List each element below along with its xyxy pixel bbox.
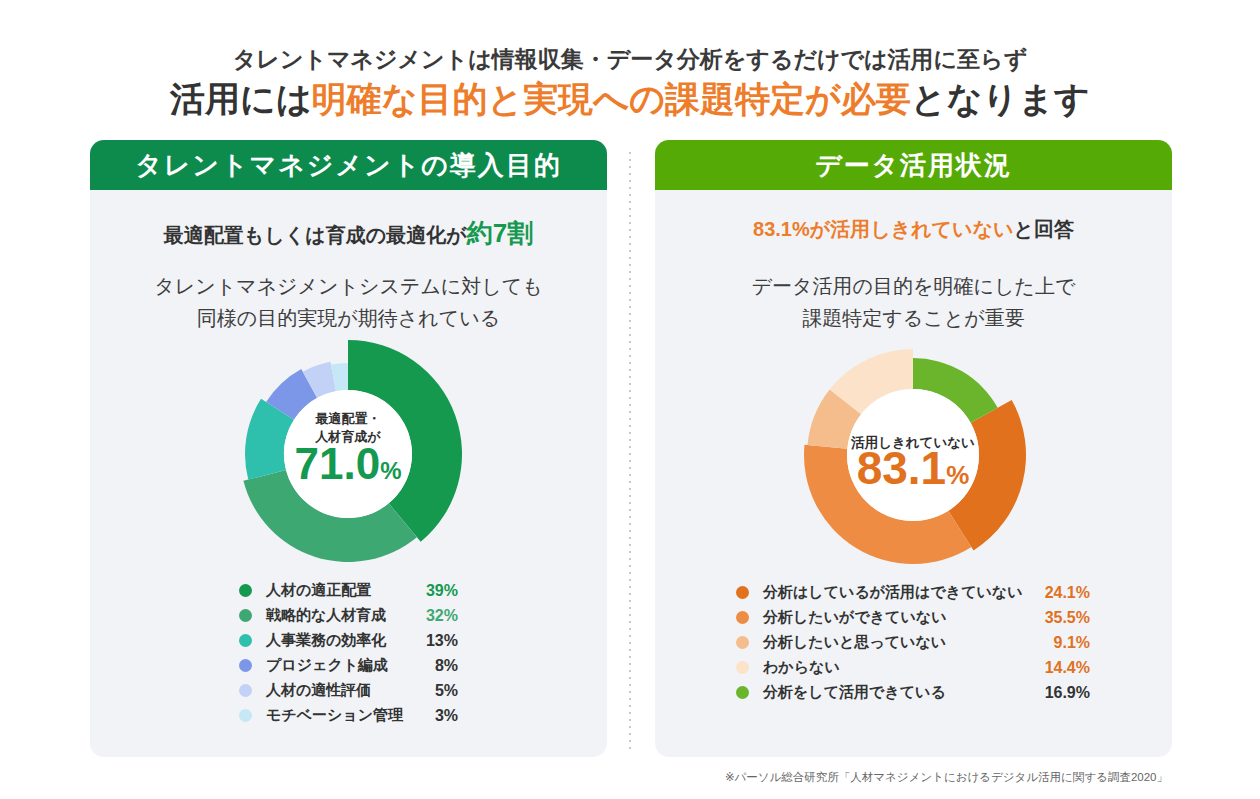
donut-hole bbox=[284, 390, 412, 518]
panel-introduction-purpose: タレントマネジメントの導入目的 最適配置もしくは育成の最適化が約7割 タレントマ… bbox=[90, 140, 607, 757]
legend-label: 人材の適正配置 bbox=[266, 581, 371, 600]
legend-item: 分析はしているが活用はできていない 24.1% bbox=[736, 580, 1090, 605]
legend-dot bbox=[239, 609, 252, 622]
right-panel-description: データ活用の目的を明確にした上で 課題特定することが重要 bbox=[655, 270, 1172, 334]
title-line2-post: となります bbox=[911, 79, 1090, 118]
title-line2-pre: 活用には bbox=[170, 79, 312, 118]
right-headline-highlight: 83.1%が活用しきれていない bbox=[753, 218, 1013, 240]
legend-dot bbox=[736, 686, 749, 699]
page-title-line2: 活用には明確な目的と実現への課題特定が必要となります bbox=[0, 76, 1260, 123]
donut-chart-utilization bbox=[788, 330, 1038, 580]
title-line2-highlight: 明確な目的と実現への課題特定が必要 bbox=[312, 79, 911, 118]
legend-value: 9.1% bbox=[1054, 634, 1090, 652]
legend-label: プロジェクト編成 bbox=[266, 656, 388, 675]
legend-item: 戦略的な人材育成 32% bbox=[239, 603, 458, 628]
legend-dot bbox=[239, 684, 252, 697]
right-panel-headline: 83.1%が活用しきれていないと回答 bbox=[655, 216, 1172, 243]
panel-data-utilization: データ活用状況 83.1%が活用しきれていないと回答 データ活用の目的を明確にし… bbox=[655, 140, 1172, 757]
legend-label: 分析したいと思っていない bbox=[763, 633, 946, 652]
legend-item: モチベーション管理 3% bbox=[239, 703, 458, 728]
left-desc-line1: タレントマネジメントシステムに対しても bbox=[90, 270, 607, 302]
source-note: ※パーソル総合研究所「人材マネジメントにおけるデジタル活用に関する調査2020」 bbox=[725, 770, 1168, 785]
right-desc-line1: データ活用の目的を明確にした上で bbox=[655, 270, 1172, 302]
legend-label: 人材の適性評価 bbox=[266, 681, 371, 700]
legend-value: 32% bbox=[426, 607, 458, 625]
legend-value: 3% bbox=[435, 707, 458, 725]
legend-dot bbox=[239, 584, 252, 597]
legend-label: わからない bbox=[763, 658, 840, 677]
legend-label: モチベーション管理 bbox=[266, 706, 403, 725]
legend-item: 分析したいができていない 35.5% bbox=[736, 605, 1090, 630]
donut-hole bbox=[847, 389, 979, 521]
legend-label: 分析したいができていない bbox=[763, 608, 947, 627]
legend-dot bbox=[239, 634, 252, 647]
legend-dot bbox=[239, 659, 252, 672]
legend-dot bbox=[736, 636, 749, 649]
legend-dot bbox=[239, 709, 252, 722]
legend-label: 分析はしているが活用はできていない bbox=[763, 583, 1023, 602]
left-headline-text: 最適配置もしくは育成の最適化が bbox=[164, 224, 467, 246]
legend-dot bbox=[736, 611, 749, 624]
page-title-line1: タレントマネジメントは情報収集・データ分析をするだけでは活用に至らず bbox=[0, 44, 1260, 75]
legend-dot bbox=[736, 586, 749, 599]
legend-value: 5% bbox=[435, 682, 458, 700]
legend-label: 戦略的な人材育成 bbox=[266, 606, 386, 625]
donut-chart-purpose bbox=[223, 329, 473, 579]
legend-value: 13% bbox=[426, 632, 458, 650]
dotted-divider bbox=[629, 152, 631, 753]
legend-purpose: 人材の適正配置 39% 戦略的な人材育成 32% 人事業務の効率化 13% プロジェクト編成… bbox=[239, 578, 458, 728]
legend-label: 人事業務の効率化 bbox=[266, 631, 386, 650]
right-headline-text: と回答 bbox=[1014, 218, 1074, 240]
left-panel-header: タレントマネジメントの導入目的 bbox=[90, 140, 607, 190]
legend-item: プロジェクト編成 8% bbox=[239, 653, 458, 678]
legend-item: 分析したいと思っていない 9.1% bbox=[736, 630, 1090, 655]
legend-label: 分析をして活用できている bbox=[763, 683, 946, 702]
page-title: タレントマネジメントは情報収集・データ分析をするだけでは活用に至らず 活用には明… bbox=[0, 44, 1260, 123]
legend-value: 14.4% bbox=[1045, 659, 1090, 677]
legend-item: 分析をして活用できている 16.9% bbox=[736, 680, 1090, 705]
legend-value: 35.5% bbox=[1045, 609, 1090, 627]
legend-item: 人事業務の効率化 13% bbox=[239, 628, 458, 653]
legend-value: 8% bbox=[435, 657, 458, 675]
legend-value: 16.9% bbox=[1045, 684, 1090, 702]
legend-utilization: 分析はしているが活用はできていない24.1%分析したいができていない35.5%分… bbox=[736, 580, 1090, 705]
left-panel-headline: 最適配置もしくは育成の最適化が約7割 bbox=[90, 216, 607, 251]
legend-item: 人材の適性評価 5% bbox=[239, 678, 458, 703]
left-panel-description: タレントマネジメントシステムに対しても 同様の目的実現が期待されている bbox=[90, 270, 607, 334]
legend-value: 24.1% bbox=[1045, 584, 1090, 602]
left-headline-highlight: 約7割 bbox=[467, 218, 533, 248]
legend-item: 人材の適正配置 39% bbox=[239, 578, 458, 603]
legend-value: 39% bbox=[426, 582, 458, 600]
legend-item: わからない 14.4% bbox=[736, 655, 1090, 680]
legend-dot bbox=[736, 661, 749, 674]
right-panel-header: データ活用状況 bbox=[655, 140, 1172, 190]
